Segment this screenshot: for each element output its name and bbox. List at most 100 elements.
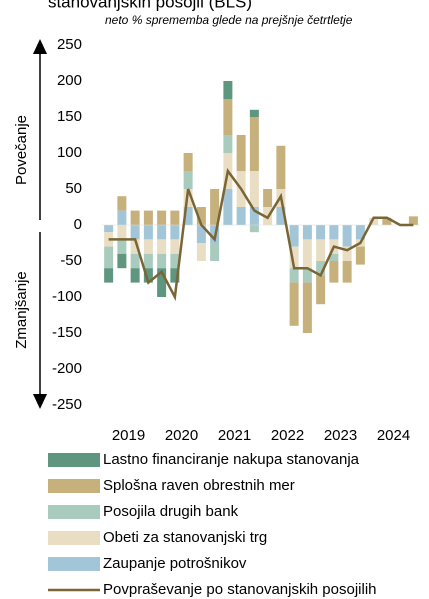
bar-segment [130,239,140,254]
bar-segment [249,117,259,171]
bar-segment [223,81,233,99]
bar-segment [316,275,326,305]
bar-segment [143,239,153,254]
chart-subtitle: neto % sprememba glede na prejšnje četrt… [105,13,353,27]
bar-segment [408,216,418,225]
bar-segment [183,207,193,225]
bar-segment [329,261,339,283]
bar-segment [355,225,365,240]
bar-segment [316,261,326,276]
bar-segment [196,243,206,261]
bar-segment [130,225,140,240]
legend-swatch [48,505,100,519]
bar-segment [130,253,140,269]
bar-segment [355,246,365,265]
bar-segment [170,225,180,240]
legend-label: Povpraševanje po stanovanjskih posojilih [103,581,377,598]
x-tick-label: 2024 [377,427,410,444]
decrease-label: Zmanjšanje [13,271,30,349]
bar-segment [196,225,206,243]
bar-segment [302,225,312,240]
x-tick-label: 2019 [112,427,145,444]
legend-swatch [48,479,100,493]
y-tick-label: -250 [52,396,82,413]
bar-segment [289,268,299,283]
bar-segment [302,239,312,269]
chart-title: stanovanjskih posojil (BLS) [48,0,252,11]
bar-segment [157,239,167,254]
y-tick-label: 200 [57,72,82,89]
bar-segment [143,253,153,269]
legend-swatch [48,453,100,467]
bar-segment [316,225,326,240]
bar-segment [276,207,286,225]
bar-segment [143,268,153,283]
x-tick-label: 2020 [165,427,198,444]
y-tick-label: 150 [57,108,82,125]
bar-segment [329,225,339,240]
bar-segment [249,207,259,225]
bar-segment [249,225,259,233]
x-tick-label: 2022 [271,427,304,444]
bar-segment [329,253,339,261]
bar-segment [223,189,233,225]
legend-label: Zaupanje potrošnikov [103,555,247,572]
bar-segment [223,135,233,153]
y-tick-label: 100 [57,144,82,161]
legend-swatch [48,557,100,571]
bar-segment [104,268,114,283]
bar-segment [157,210,167,225]
legend-swatch [48,531,100,545]
bar-segment [249,171,259,207]
y-tick-label: -100 [52,288,82,305]
bar-segment [276,145,286,189]
bar-segment [196,207,206,225]
bar-segment [382,217,392,225]
bar-segment [170,210,180,225]
bar-segment [117,196,127,211]
y-tick-label: -50 [60,252,82,269]
bar-segment [157,268,167,297]
bar-segment [289,246,299,269]
bar-segment [130,210,140,225]
legend-label: Posojila drugih bank [103,503,239,520]
y-tick-label: -200 [52,360,82,377]
bar-segment [117,225,127,240]
bar-segment [289,282,299,326]
bar-segment [342,246,352,261]
legend-label: Splošna raven obrestnih mer [103,477,295,494]
bar-segment [302,282,312,333]
bar-segment [170,253,180,269]
x-tick-label: 2023 [324,427,357,444]
bar-segment [342,225,352,247]
bar-segment [249,109,259,117]
bar-segment [143,225,153,240]
bar-segment [263,189,273,207]
y-tick-label: 50 [65,180,82,197]
up-arrow-head [33,39,47,54]
bar-segment [183,153,193,171]
down-arrow-head [33,394,47,409]
bar-segment [210,243,220,261]
x-tick-label: 2021 [218,427,251,444]
bar-segment [157,253,167,269]
bar-segment [117,253,127,269]
bar-segment [104,225,114,233]
bar-segment [302,268,312,283]
bar-segment [289,225,299,247]
bar-segment [223,99,233,135]
legend-label: Lastno financiranje nakupa stanovanja [103,451,360,468]
bar-segment [369,217,379,225]
bar-segment [170,268,180,283]
bar-segment [170,239,180,254]
bar-segment [210,189,220,225]
y-tick-label: -150 [52,324,82,341]
bar-segment [143,210,153,225]
bar-segment [130,268,140,283]
line-series [108,167,414,302]
bar-segment [316,239,326,261]
bar-segment [117,210,127,225]
axis-arrows [33,39,47,409]
bar-segment [342,261,352,283]
